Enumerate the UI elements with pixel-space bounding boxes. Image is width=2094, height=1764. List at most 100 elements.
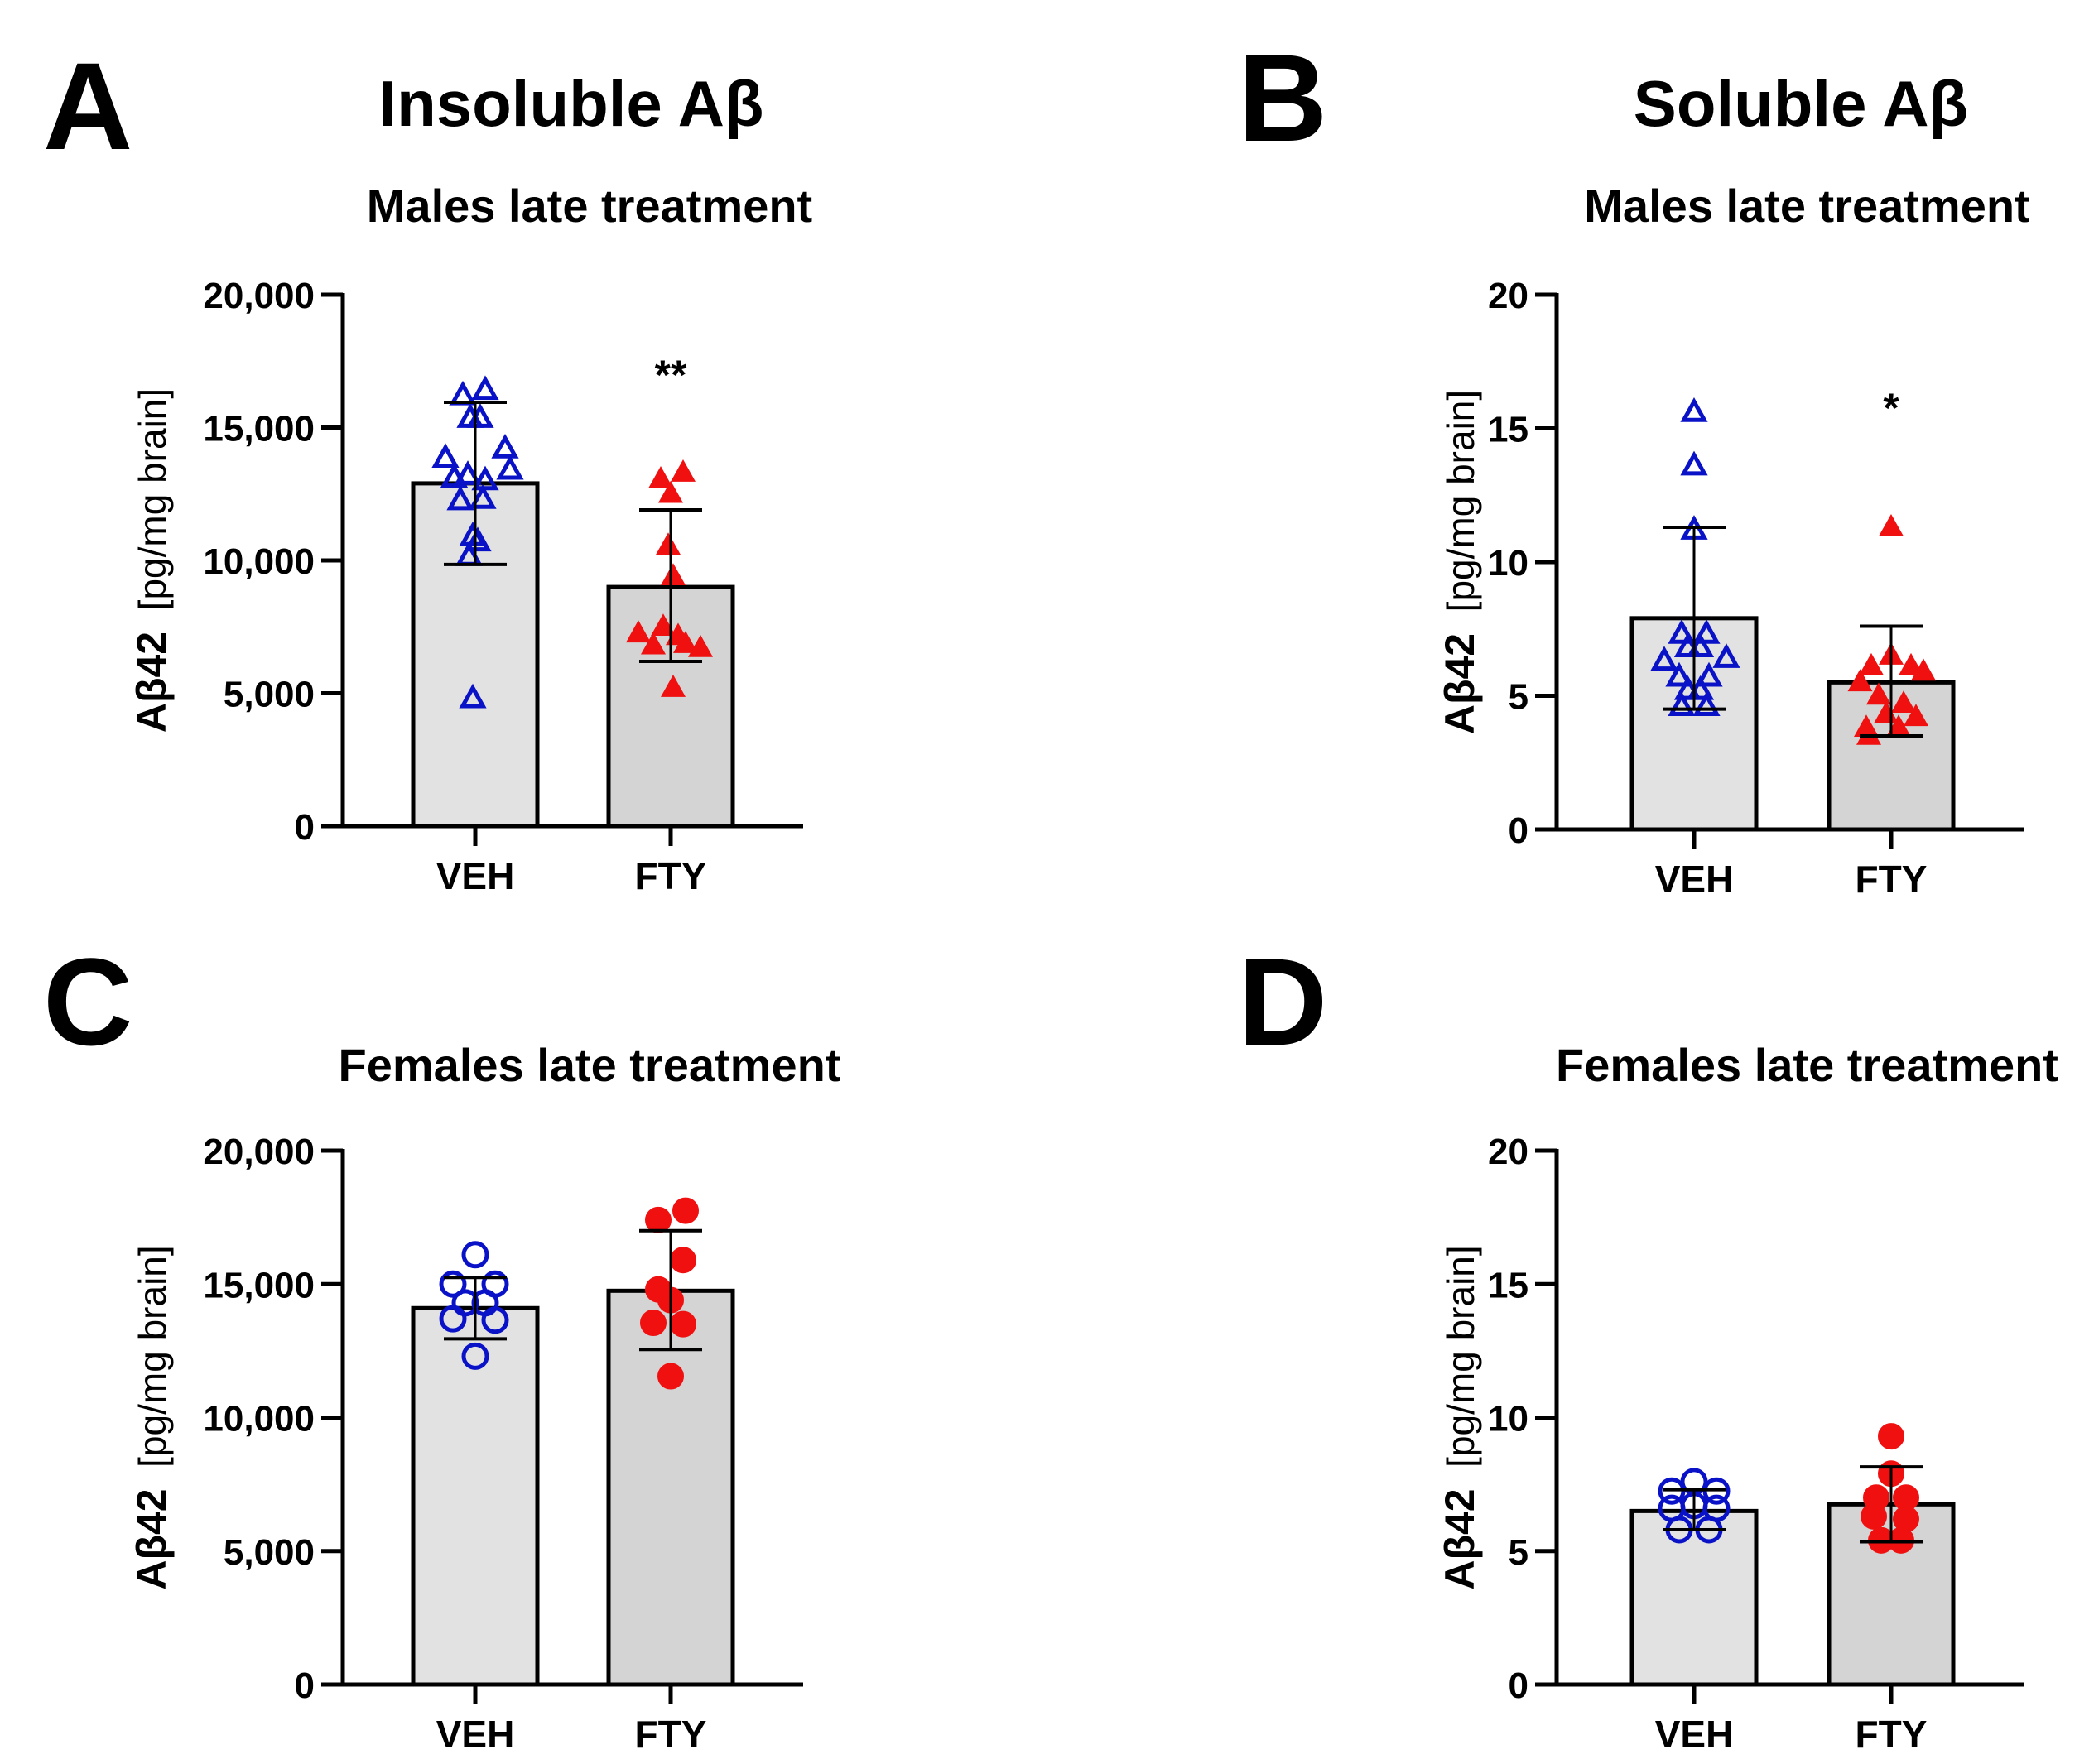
y-tick-label: 15 bbox=[1488, 410, 1528, 450]
data-point bbox=[660, 563, 686, 586]
x-tick-label: FTY bbox=[635, 854, 707, 897]
data-point bbox=[471, 375, 499, 401]
data-point bbox=[491, 434, 519, 459]
y-tick-label: 15,000 bbox=[203, 1265, 315, 1305]
data-point bbox=[449, 380, 477, 406]
y-axis-label-gap bbox=[1439, 1468, 1482, 1489]
data-point bbox=[439, 1305, 467, 1333]
data-point bbox=[1712, 643, 1740, 668]
y-axis-label: Aβ42 [pg/mg brain] bbox=[128, 388, 175, 733]
bar-veh bbox=[1629, 1508, 1759, 1687]
heading-insoluble: Insoluble Aβ bbox=[378, 67, 763, 140]
y-axis-label: Aβ42 [pg/mg brain] bbox=[1437, 390, 1483, 734]
data-point bbox=[1650, 646, 1678, 671]
data-point bbox=[1692, 619, 1721, 644]
x-tick-label: VEH bbox=[436, 854, 515, 897]
y-tick-label: 0 bbox=[295, 1665, 315, 1706]
x-tick-label: FTY bbox=[635, 1713, 707, 1756]
data-point bbox=[660, 675, 686, 697]
data-point bbox=[431, 443, 460, 469]
panel-letter: A bbox=[43, 36, 132, 175]
data-point bbox=[1680, 450, 1708, 476]
y-tick-label: 10,000 bbox=[203, 541, 315, 582]
y-axis-label-main: Aβ42 bbox=[128, 1488, 175, 1589]
error-bar-veh bbox=[1663, 1488, 1726, 1531]
panel-b: B Males late treatment Aβ42 [pg/mg brain] 0… bbox=[1238, 28, 2030, 901]
data-point bbox=[446, 485, 474, 511]
bar-veh bbox=[411, 1305, 540, 1687]
series-fty-points bbox=[1847, 513, 1937, 745]
data-point bbox=[439, 1270, 467, 1298]
x-tick-label: FTY bbox=[1856, 1713, 1928, 1756]
panel-a: A Males late treatment Aβ42 [pg/mg brain] 0… bbox=[43, 36, 812, 897]
x-tick-label: VEH bbox=[436, 1713, 515, 1756]
data-point bbox=[1692, 691, 1721, 717]
data-point bbox=[657, 1363, 684, 1390]
data-point bbox=[459, 683, 487, 709]
data-point bbox=[1847, 669, 1873, 692]
series-fty-points bbox=[640, 1197, 699, 1390]
error-bar-fty bbox=[1860, 624, 1923, 738]
data-point bbox=[1665, 661, 1693, 687]
x-tick-label: FTY bbox=[1856, 858, 1928, 901]
data-point bbox=[471, 465, 499, 491]
data-point bbox=[469, 484, 497, 509]
data-point bbox=[461, 1342, 489, 1370]
data-point bbox=[655, 532, 681, 555]
data-point bbox=[672, 631, 699, 653]
y-tick-label: 20 bbox=[1488, 1132, 1528, 1172]
y-axis-label-unit: [pg/mg brain] bbox=[1439, 390, 1482, 612]
y-tick-label: 0 bbox=[1509, 810, 1528, 851]
data-point bbox=[1695, 661, 1723, 687]
data-point bbox=[1861, 1502, 1887, 1530]
data-point bbox=[670, 1247, 696, 1274]
error-bar-veh bbox=[1663, 526, 1726, 711]
data-point bbox=[1856, 722, 1882, 745]
data-point bbox=[1878, 513, 1904, 536]
data-point bbox=[1890, 690, 1917, 713]
y-axis-label-main: Aβ42 bbox=[1437, 1488, 1483, 1589]
error-bar-fty bbox=[639, 1228, 702, 1352]
x-tick-label: VEH bbox=[1655, 858, 1734, 901]
error-bar-veh bbox=[444, 401, 507, 566]
heading-soluble: Soluble Aβ bbox=[1634, 67, 1968, 140]
error-bar-veh bbox=[444, 1276, 507, 1341]
y-tick-label: 0 bbox=[295, 807, 315, 848]
data-point bbox=[1858, 652, 1885, 675]
chart-title: Females late treatment bbox=[339, 1039, 841, 1091]
chart-title: Males late treatment bbox=[1584, 180, 2029, 232]
data-point bbox=[1903, 704, 1929, 727]
y-axis-label-unit: [pg/mg brain] bbox=[131, 1245, 174, 1467]
data-point bbox=[496, 454, 524, 480]
data-point bbox=[670, 1310, 696, 1338]
panels-group: A Males late treatment Aβ42 [pg/mg brain] 0… bbox=[43, 28, 2058, 1756]
data-point bbox=[650, 613, 676, 637]
series-fty-points bbox=[625, 459, 714, 697]
panel-letter: B bbox=[1238, 28, 1327, 167]
y-tick-label: 5 bbox=[1509, 677, 1528, 718]
error-bar-fty bbox=[1860, 1465, 1923, 1544]
panel-letter: D bbox=[1238, 932, 1327, 1071]
y-axis-label-gap bbox=[131, 1468, 174, 1489]
data-point bbox=[640, 632, 667, 655]
data-point bbox=[625, 620, 652, 643]
significance-marker: * bbox=[1883, 385, 1899, 431]
data-point bbox=[687, 634, 714, 657]
y-axis-label-main: Aβ42 bbox=[1437, 633, 1483, 734]
data-point bbox=[1898, 652, 1924, 675]
data-point bbox=[647, 466, 674, 488]
data-point bbox=[1668, 619, 1696, 644]
x-tick-label: VEH bbox=[1655, 1713, 1734, 1756]
panel-c: C Females late treatment Aβ42 [pg/mg brain… bbox=[43, 932, 840, 1756]
y-tick-label: 0 bbox=[1509, 1665, 1528, 1706]
panel-letter: C bbox=[43, 932, 132, 1071]
y-tick-label: 20,000 bbox=[203, 276, 315, 316]
data-point bbox=[454, 460, 482, 485]
series-veh-points bbox=[439, 1241, 509, 1370]
y-tick-label: 5 bbox=[1509, 1532, 1528, 1573]
y-axis-label-gap bbox=[1439, 612, 1482, 633]
data-point bbox=[1910, 658, 1937, 681]
data-point bbox=[670, 459, 696, 482]
y-tick-label: 15,000 bbox=[203, 409, 315, 449]
